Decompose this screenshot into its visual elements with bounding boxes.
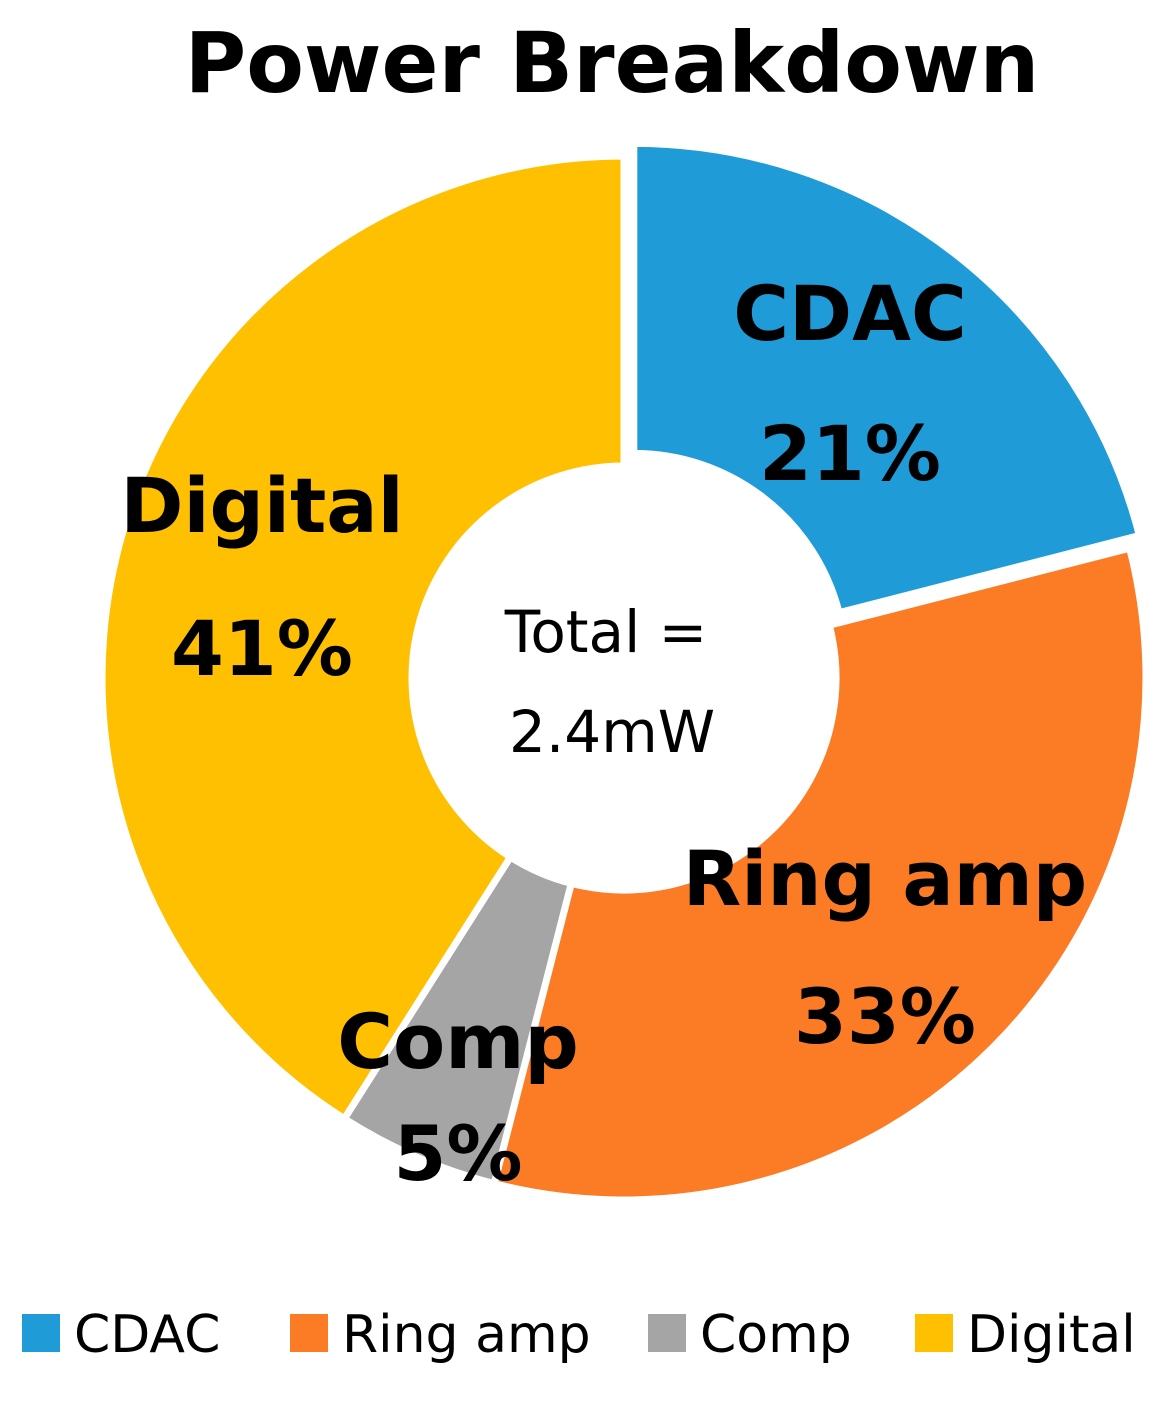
slice-group bbox=[98, 139, 1150, 1204]
donut-hole bbox=[414, 468, 834, 888]
legend-swatch-comp bbox=[648, 1314, 686, 1352]
center-label: Total = 2.4mW bbox=[504, 598, 715, 766]
slice-value-comp: 5% bbox=[393, 1109, 522, 1198]
slice-cdac bbox=[630, 139, 1143, 617]
slice-label-comp: Comp bbox=[337, 997, 579, 1086]
legend-label-cdac: CDAC bbox=[74, 1305, 220, 1365]
slice-value-ring-amp: 33% bbox=[794, 972, 976, 1061]
legend-swatch-cdac bbox=[22, 1314, 60, 1352]
slice-value-digital: 41% bbox=[171, 604, 353, 693]
chart-title: Power Breakdown bbox=[185, 14, 1040, 112]
legend-label-comp: Comp bbox=[700, 1305, 852, 1365]
legend-label-digital: Digital bbox=[967, 1305, 1136, 1365]
slice-ring-amp bbox=[490, 544, 1150, 1204]
slice-label-ring-amp: Ring amp bbox=[683, 834, 1087, 923]
slice-label-cdac: CDAC bbox=[733, 269, 966, 358]
legend-swatch-ring-amp bbox=[290, 1314, 328, 1352]
slice-value-cdac: 21% bbox=[759, 409, 941, 498]
slice-label-digital: Digital bbox=[120, 461, 403, 550]
slice-label-group: CDAC 21% Ring amp 33% Comp 5% Digital 41% bbox=[120, 269, 1087, 1198]
center-label-line-2: 2.4mW bbox=[509, 698, 715, 766]
legend: CDAC Ring amp Comp Digital bbox=[22, 1305, 1136, 1365]
center-label-line-1: Total = bbox=[504, 598, 708, 666]
slice-digital bbox=[98, 152, 628, 1123]
legend-label-ring-amp: Ring amp bbox=[342, 1305, 591, 1365]
legend-swatch-digital bbox=[915, 1314, 953, 1352]
